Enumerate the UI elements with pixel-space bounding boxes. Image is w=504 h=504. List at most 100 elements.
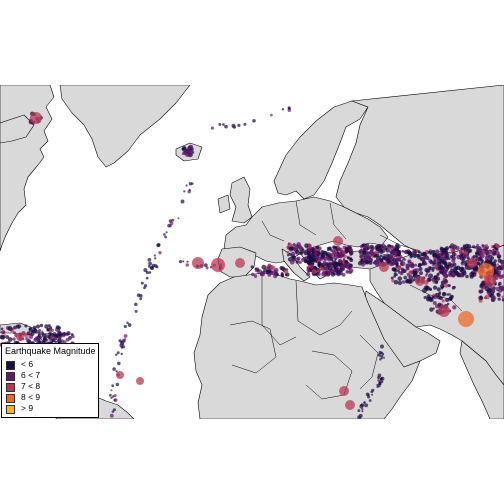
earthquake-dot [444, 283, 449, 288]
earthquake-dot [412, 270, 418, 276]
earthquake-dot [380, 248, 386, 254]
earthquake-dot [360, 403, 363, 407]
legend-label: 6 < 7 [21, 370, 41, 380]
earthquake-dot [147, 258, 152, 262]
earthquake-dot [462, 244, 466, 248]
earthquake-dot [177, 217, 180, 220]
earthquake-dot [400, 263, 404, 267]
legend-swatch-gt9 [6, 405, 15, 415]
earthquake-dot [397, 276, 403, 281]
earthquake-dot [407, 250, 413, 256]
earthquake-dot [136, 377, 144, 385]
earthquake-dot [475, 258, 480, 262]
earthquake-dot [500, 262, 504, 267]
earthquake-dot [222, 123, 225, 126]
earthquake-dot [431, 295, 435, 299]
earthquake-dot [465, 274, 469, 279]
earthquake-dot [279, 266, 284, 270]
earthquake-dot [439, 296, 443, 300]
earthquake-dot [380, 354, 384, 358]
earthquake-dot [311, 269, 317, 275]
earthquake-dot [336, 253, 341, 258]
earthquake-dot [442, 280, 447, 285]
earthquake-dot [375, 247, 380, 252]
earthquake-dot [393, 275, 397, 278]
earthquake-dot [283, 269, 289, 274]
earthquake-dot [495, 243, 500, 248]
earthquake-dot [456, 272, 461, 277]
earthquake-dot [458, 266, 464, 272]
earthquake-dot [462, 256, 466, 261]
earthquake-dot [290, 251, 296, 256]
earthquake-dot [171, 218, 175, 222]
earthquake-dot [374, 250, 378, 254]
earthquake-dot [497, 270, 502, 275]
earthquake-dot [458, 311, 474, 327]
earthquake-dot [424, 274, 428, 277]
earthquake-dot [432, 285, 438, 290]
earthquake-dot [163, 233, 166, 236]
earthquake-dot [184, 149, 192, 157]
earthquake-dot [428, 273, 434, 279]
earthquake-dot [393, 261, 397, 265]
earthquake-dot [116, 361, 121, 366]
earthquake-dot [370, 390, 374, 394]
earthquake-dot [434, 278, 439, 284]
earthquake-dot [337, 259, 343, 264]
great-britain [229, 176, 253, 224]
earthquake-dot [24, 324, 28, 328]
earthquake-dot [371, 393, 374, 396]
earthquake-dot [451, 272, 456, 278]
earthquake-dot [58, 332, 63, 337]
earthquake-dot [423, 261, 428, 266]
earthquake-dot [491, 256, 495, 260]
earthquake-dot [496, 263, 500, 266]
earthquake-dot [134, 302, 138, 307]
earthquake-dot [461, 259, 465, 263]
earthquake-dot [459, 269, 463, 273]
earthquake-dot [484, 294, 490, 300]
earthquake-dot [386, 258, 392, 264]
earthquake-dot [181, 147, 185, 151]
earthquake-dot [281, 108, 285, 111]
earthquake-dot [341, 267, 345, 270]
earthquake-dot [320, 262, 325, 268]
earthquake-dot [341, 272, 346, 277]
earthquake-dot [472, 255, 476, 259]
earthquake-dot [44, 324, 49, 329]
earthquake-dot [347, 262, 351, 265]
earthquake-dot [126, 321, 129, 324]
earthquake-dot [433, 275, 438, 280]
earthquake-dot [328, 246, 332, 251]
earthquake-dot [211, 258, 225, 272]
earthquake-dot [118, 339, 122, 343]
earthquake-dot [7, 337, 13, 342]
earthquake-dot [188, 188, 191, 192]
earthquake-dot [145, 271, 149, 275]
legend-item: < 6 [6, 359, 33, 371]
earthquake-dot [288, 252, 292, 256]
earthquake-dot [417, 263, 422, 268]
earthquake-dot [178, 259, 183, 264]
earthquake-dot [393, 279, 399, 285]
earthquake-dot [378, 382, 382, 386]
earthquake-dot [346, 264, 350, 268]
earthquake-dot [349, 248, 354, 253]
earthquake-dot [423, 253, 427, 257]
earthquake-dot [254, 267, 258, 271]
earthquake-dot [414, 263, 418, 267]
earthquake-dot [415, 276, 425, 286]
earthquake-dot [484, 255, 489, 260]
earthquake-dot [338, 262, 342, 266]
earthquake-dot [361, 243, 365, 248]
earthquake-dot [413, 254, 417, 259]
earthquake-dot [185, 184, 188, 187]
earthquake-dot [475, 255, 478, 258]
earthquake-dot [345, 400, 355, 410]
legend-label: 8 < 9 [21, 392, 41, 402]
earthquake-dot [158, 251, 162, 255]
earthquake-dot [436, 287, 441, 292]
earthquake-dot [416, 254, 422, 260]
earthquake-dot [364, 403, 369, 408]
earthquake-dot [380, 376, 385, 381]
